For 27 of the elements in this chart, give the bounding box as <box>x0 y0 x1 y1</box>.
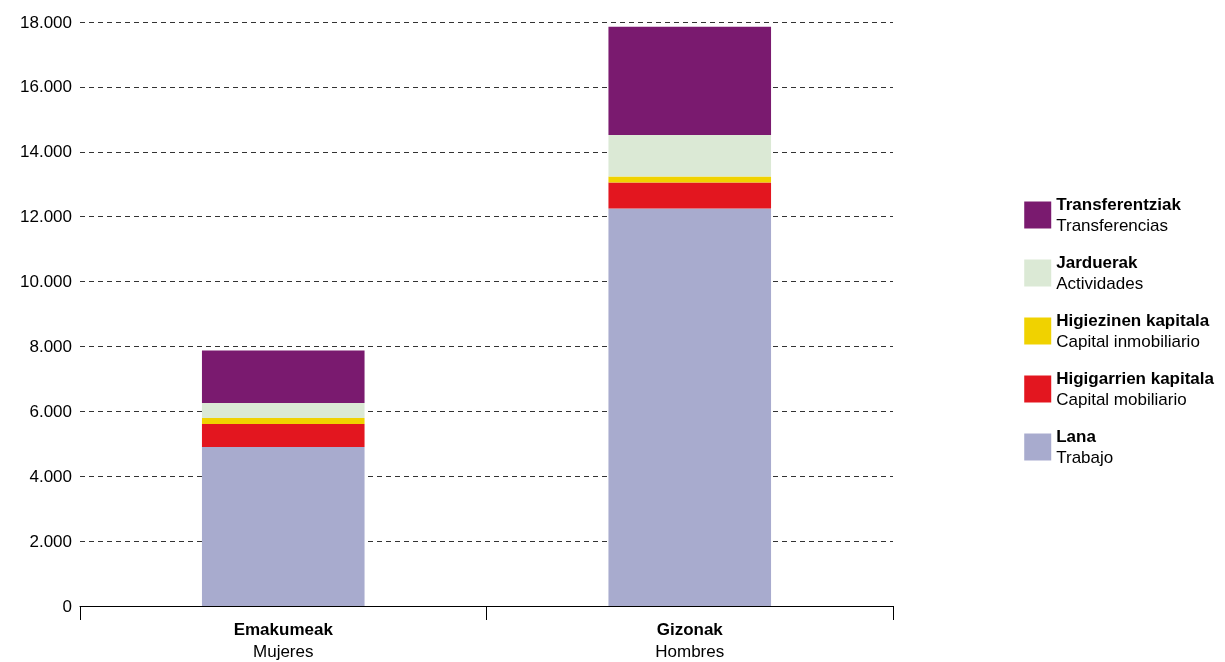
bar <box>608 208 772 606</box>
legend-label: Transferentziak Transferencias <box>1056 195 1182 235</box>
bar <box>608 176 772 183</box>
bar <box>608 26 772 135</box>
x-tick-label: Emakumeak Mujeres <box>233 619 334 661</box>
y-tick-label: 12.000 <box>20 207 72 227</box>
legend-label: Lana Trabajo <box>1056 427 1114 467</box>
bar <box>201 417 365 424</box>
y-tick-label: 2.000 <box>29 531 72 551</box>
y-tick-label: 4.000 <box>29 466 72 486</box>
bar <box>201 423 365 448</box>
y-tick-label: 8.000 <box>29 336 72 356</box>
y-tick-label: 6.000 <box>29 401 72 421</box>
y-tick-label: 16.000 <box>20 77 72 97</box>
x-tick-label: Gizonak Hombres <box>655 619 725 661</box>
bar <box>608 134 772 177</box>
bar <box>201 447 365 606</box>
y-tick-label: 18.000 <box>20 12 72 32</box>
y-tick-label: 14.000 <box>20 142 72 162</box>
legend-label: Jarduerak Actividades <box>1056 253 1144 293</box>
legend-label: Higigarrien kapitala Capital mobiliario <box>1056 369 1215 409</box>
y-tick-label: 0 <box>62 596 72 616</box>
legend-label: Higiezinen kapitala Capital inmobiliario <box>1056 311 1210 351</box>
bar <box>608 182 772 209</box>
bar <box>201 350 365 404</box>
bar <box>201 403 365 418</box>
y-tick-label: 10.000 <box>20 272 72 292</box>
